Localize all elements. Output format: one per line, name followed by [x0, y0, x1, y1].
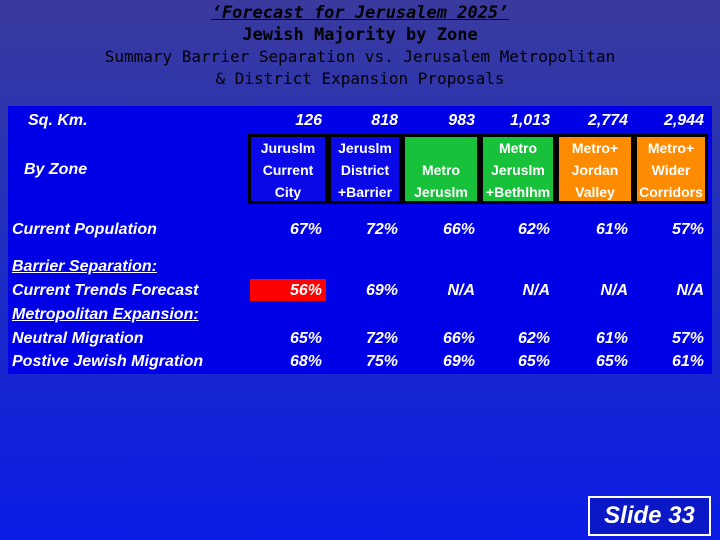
zone-box: Metro+ Jordan Valley [556, 134, 634, 204]
cell-value: 62% [517, 221, 550, 238]
positive-migration-label: Postive Jewish Migration [12, 353, 204, 370]
cell-value: 68% [289, 353, 322, 370]
sqkm-value: 126 [295, 112, 322, 129]
current-trends-label: Current Trends Forecast [12, 282, 199, 299]
barrier-separation-header: Barrier Separation: [12, 258, 157, 275]
cell-value: N/A [676, 282, 704, 299]
neutral-migration-label: Neutral Migration [12, 330, 144, 347]
cell-value: 65% [517, 353, 550, 370]
cell-value: 67% [289, 221, 322, 238]
cell-value: N/A [522, 282, 550, 299]
cell-value: 66% [442, 330, 475, 347]
sqkm-value: 983 [448, 112, 475, 129]
title-line-1: ‘Forecast for Jerusalem 2025’ [211, 3, 509, 23]
cell-value: 65% [289, 330, 322, 347]
cell-value: 61% [671, 353, 704, 370]
title-line-4: & District Expansion Proposals [215, 69, 505, 88]
cell-value: 72% [365, 330, 398, 347]
cell-value: 57% [671, 221, 704, 238]
metropolitan-expansion-header: Metropolitan Expansion: [12, 306, 199, 323]
cell-value: 66% [442, 221, 475, 238]
cell-value: 61% [595, 330, 628, 347]
cell-value: 62% [517, 330, 550, 347]
cell-value: 61% [595, 221, 628, 238]
zone-box: Metro Jeruslm [402, 134, 480, 204]
sqkm-label: Sq. Km. [28, 112, 88, 129]
sqkm-value: 2,944 [663, 112, 704, 129]
cell-value: 57% [671, 330, 704, 347]
by-zone-label: By Zone [24, 161, 88, 178]
cell-value: 69% [365, 282, 398, 299]
cell-value: 72% [365, 221, 398, 238]
cell-value: 75% [365, 353, 398, 370]
sqkm-value: 1,013 [509, 112, 550, 129]
title-block: ‘Forecast for Jerusalem 2025’ Jewish Maj… [0, 2, 720, 90]
zone-box: Jeruslm District +Barrier [328, 134, 402, 204]
sqkm-value: 818 [371, 112, 398, 129]
cell-value: 69% [442, 353, 475, 370]
zone-box: Metro+ Wider Corridors [634, 134, 708, 204]
sqkm-value: 2,774 [587, 112, 628, 129]
highlight-cell [250, 279, 326, 301]
zone-box: Juruslm Current City [248, 134, 328, 204]
zone-box: Metro Jeruslm +Bethlhm [480, 134, 556, 204]
current-population-label: Current Population [12, 221, 157, 238]
slide-number: Slide 33 [588, 496, 711, 536]
title-line-2: Jewish Majority by Zone [242, 25, 478, 45]
title-line-3: Summary Barrier Separation vs. Jerusalem… [104, 47, 616, 66]
cell-value: N/A [447, 282, 475, 299]
cell-value: N/A [600, 282, 628, 299]
cell-value: 56% [289, 282, 322, 299]
cell-value: 65% [595, 353, 628, 370]
